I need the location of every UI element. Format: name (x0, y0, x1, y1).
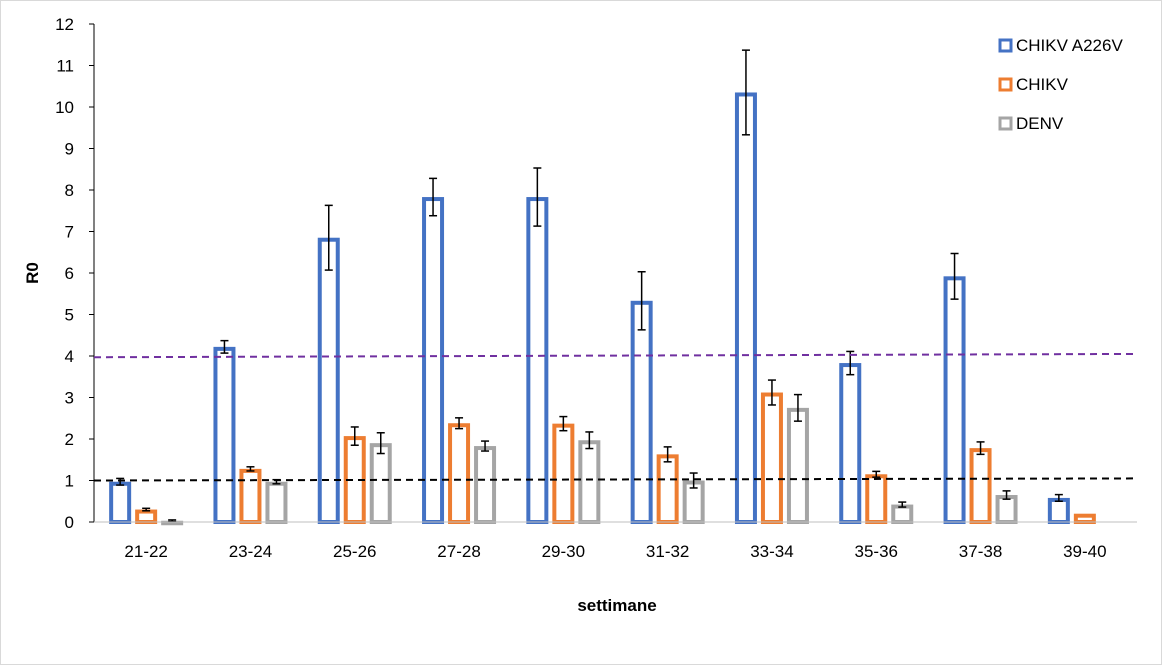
error-bars-group (116, 49, 1063, 523)
bar (161, 520, 184, 526)
y-tick-label: 8 (65, 181, 74, 200)
bar (448, 423, 471, 525)
x-tick-label: 29-30 (542, 542, 585, 561)
y-tick-label: 7 (65, 223, 74, 242)
bar (1073, 513, 1096, 525)
bar (656, 454, 679, 525)
bar (734, 92, 757, 524)
bar (760, 392, 783, 524)
y-tick-label: 11 (56, 57, 74, 76)
x-tick-label: 37-38 (959, 542, 1002, 561)
y-tick-label: 12 (55, 15, 74, 34)
x-tick-label: 31-32 (646, 542, 689, 561)
bar (969, 448, 992, 525)
y-tick-label: 4 (65, 347, 74, 366)
x-tick-label: 33-34 (750, 542, 793, 561)
reference-lines-group (93, 352, 1138, 482)
bar (1047, 497, 1070, 524)
bar (135, 509, 158, 524)
bar (526, 197, 549, 524)
x-axis-title: settimane (577, 596, 656, 615)
bar (213, 346, 236, 524)
bar (630, 300, 653, 524)
bar (995, 495, 1018, 524)
legend-swatch (998, 38, 1013, 53)
y-axis-title: R0 (23, 262, 42, 284)
x-tick-label: 21-22 (124, 542, 167, 561)
legend-label: CHIKV (1016, 75, 1069, 94)
bar (943, 276, 966, 524)
bar (422, 197, 445, 524)
y-tick-label: 9 (65, 140, 74, 159)
bars-group (109, 92, 1096, 526)
y-tick-label: 0 (65, 513, 74, 532)
y-tick-label: 10 (55, 98, 74, 117)
bar (891, 504, 914, 525)
bar (239, 468, 262, 525)
x-tick-label: 25-26 (333, 542, 376, 561)
y-tick-label: 3 (65, 389, 74, 408)
x-axis: 21-22 23-24 25-26 27-28 29-30 31-32 33-34 35-36… (94, 521, 1137, 561)
bar (578, 440, 601, 524)
reference-line (93, 352, 1138, 359)
bar (369, 443, 392, 524)
bar (865, 474, 888, 524)
legend-label: CHIKV A226V (1016, 36, 1123, 55)
bar (265, 481, 288, 524)
x-tick-label: 35-36 (855, 542, 898, 561)
x-tick-label: 23-24 (229, 542, 272, 561)
bar (552, 423, 575, 524)
legend: CHIKV A226V CHIKV DENV (998, 36, 1123, 133)
y-tick-label: 1 (65, 472, 74, 491)
y-tick-label: 2 (65, 430, 74, 449)
bar (786, 407, 809, 524)
y-tick-label: 6 (65, 264, 74, 283)
y-tick-label: 5 (65, 306, 74, 325)
bar (839, 363, 862, 524)
bar (109, 481, 132, 524)
legend-swatch (998, 77, 1013, 92)
x-tick-label: 27-28 (437, 542, 480, 561)
x-tick-label: 39-40 (1063, 542, 1106, 561)
reference-line (93, 477, 1138, 482)
legend-swatch (998, 116, 1013, 131)
bar (474, 446, 497, 524)
legend-label: DENV (1016, 114, 1064, 133)
